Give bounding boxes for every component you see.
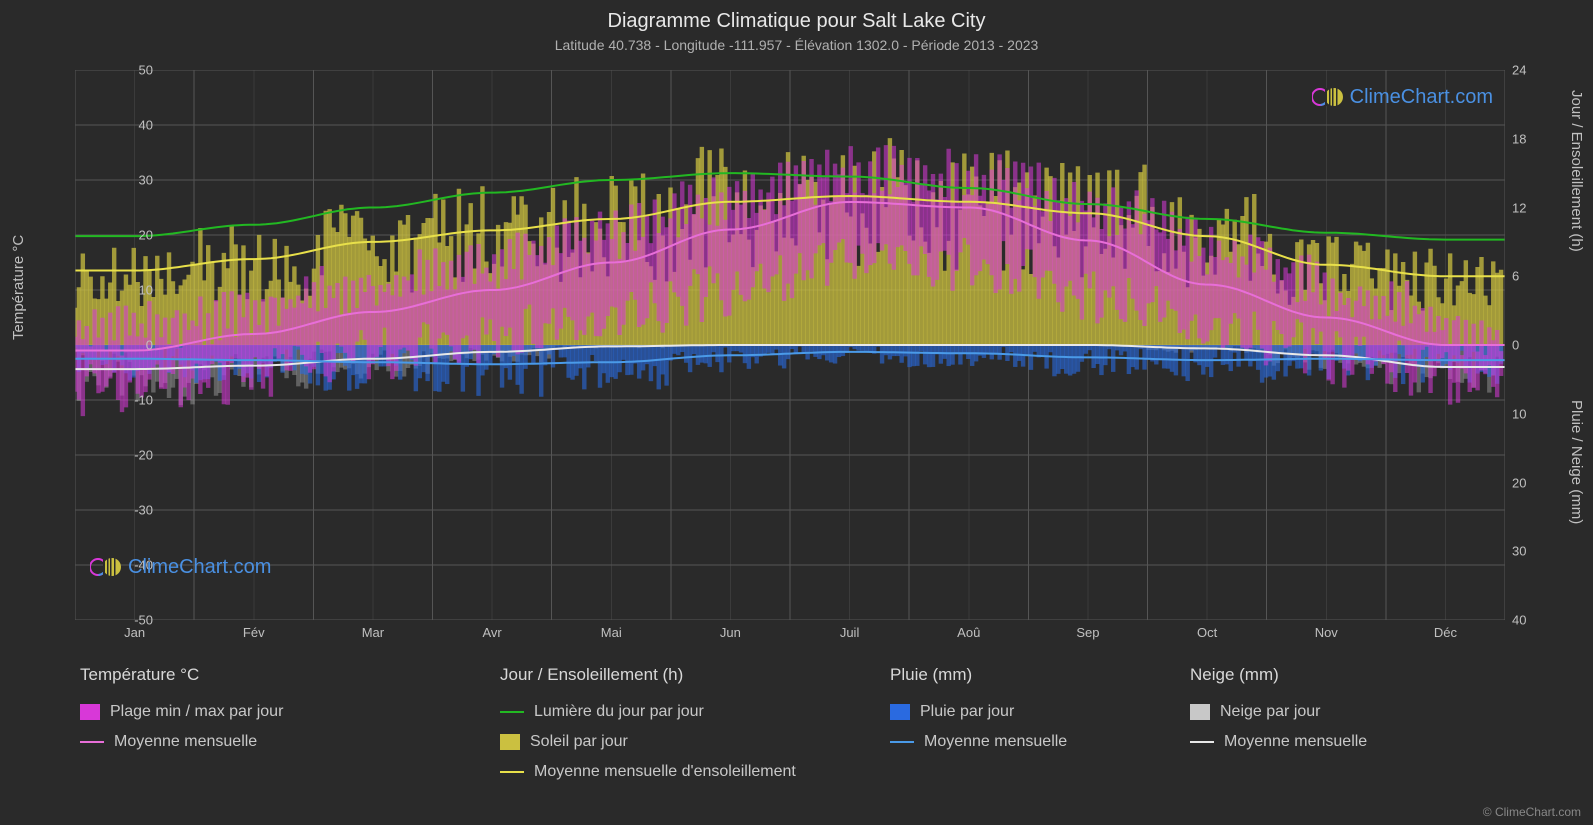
ytick-right-precip: 20 bbox=[1512, 475, 1526, 490]
ytick-right-hours: 12 bbox=[1512, 200, 1526, 215]
xtick-month: Mar bbox=[362, 625, 384, 640]
legend-col-rain: Pluie (mm) Pluie par jour Moyenne mensue… bbox=[890, 665, 1190, 781]
legend-temp-range-label: Plage min / max par jour bbox=[110, 703, 283, 721]
ytick-left: 10 bbox=[139, 283, 153, 298]
xtick-month: Jun bbox=[720, 625, 741, 640]
legend-daylight-label: Lumière du jour par jour bbox=[534, 703, 704, 721]
legend-sun-mean: Moyenne mensuelle d'ensoleillement bbox=[500, 763, 890, 781]
legend-rain-fill: Pluie par jour bbox=[890, 703, 1190, 721]
swatch-sun-mean bbox=[500, 771, 524, 773]
swatch-temp-range bbox=[80, 704, 100, 720]
xtick-month: Mai bbox=[601, 625, 622, 640]
legend: Température °C Plage min / max par jour … bbox=[80, 665, 1520, 781]
xtick-month: Fév bbox=[243, 625, 265, 640]
legend-rain-label: Pluie par jour bbox=[920, 703, 1014, 721]
legend-snow-header: Neige (mm) bbox=[1190, 665, 1490, 685]
ytick-right-hours: 18 bbox=[1512, 131, 1526, 146]
legend-temp-mean-label: Moyenne mensuelle bbox=[114, 733, 257, 751]
legend-sun-mean-label: Moyenne mensuelle d'ensoleillement bbox=[534, 763, 796, 781]
ytick-right-precip: 40 bbox=[1512, 613, 1526, 628]
legend-temp-header: Température °C bbox=[80, 665, 500, 685]
legend-daylight-header: Jour / Ensoleillement (h) bbox=[500, 665, 890, 685]
copyright: © ClimeChart.com bbox=[1483, 805, 1581, 819]
y-axis-right-top-label: Jour / Ensoleillement (h) bbox=[1568, 90, 1585, 252]
chart-title: Diagramme Climatique pour Salt Lake City bbox=[0, 0, 1593, 33]
legend-col-temp: Température °C Plage min / max par jour … bbox=[80, 665, 500, 781]
ytick-right-hours: 24 bbox=[1512, 63, 1526, 78]
legend-sun-fill: Soleil par jour bbox=[500, 733, 890, 751]
y-axis-right-bottom-label: Pluie / Neige (mm) bbox=[1568, 400, 1585, 524]
legend-temp-mean: Moyenne mensuelle bbox=[80, 733, 500, 751]
xtick-month: Juil bbox=[840, 625, 860, 640]
swatch-snow-mean bbox=[1190, 741, 1214, 743]
brand-watermark-bottom: ClimeChart.com bbox=[90, 555, 271, 579]
legend-rain-mean-label: Moyenne mensuelle bbox=[924, 733, 1067, 751]
ytick-left: -10 bbox=[134, 393, 153, 408]
legend-snow-fill: Neige par jour bbox=[1190, 703, 1490, 721]
legend-sun-label: Soleil par jour bbox=[530, 733, 628, 751]
ytick-left: -20 bbox=[134, 448, 153, 463]
ytick-right-hours: 6 bbox=[1512, 269, 1519, 284]
xtick-month: Avr bbox=[482, 625, 501, 640]
swatch-daylight bbox=[500, 711, 524, 713]
ytick-left: 50 bbox=[139, 63, 153, 78]
ytick-left: -30 bbox=[134, 503, 153, 518]
legend-rain-mean: Moyenne mensuelle bbox=[890, 733, 1190, 751]
ytick-left: 0 bbox=[146, 338, 153, 353]
y-axis-left-label: Température °C bbox=[10, 235, 27, 340]
legend-snow-label: Neige par jour bbox=[1220, 703, 1321, 721]
ytick-left: 40 bbox=[139, 118, 153, 133]
swatch-snow bbox=[1190, 704, 1210, 720]
xtick-month: Jan bbox=[124, 625, 145, 640]
brand-text: ClimeChart.com bbox=[1350, 86, 1493, 109]
logo-icon bbox=[90, 555, 122, 579]
ytick-right-precip: 30 bbox=[1512, 544, 1526, 559]
legend-snow-mean: Moyenne mensuelle bbox=[1190, 733, 1490, 751]
xtick-month: Sep bbox=[1076, 625, 1099, 640]
xtick-month: Aoû bbox=[957, 625, 980, 640]
legend-rain-header: Pluie (mm) bbox=[890, 665, 1190, 685]
legend-col-daylight: Jour / Ensoleillement (h) Lumière du jou… bbox=[500, 665, 890, 781]
legend-snow-mean-label: Moyenne mensuelle bbox=[1224, 733, 1367, 751]
chart-svg bbox=[75, 70, 1505, 620]
legend-col-snow: Neige (mm) Neige par jour Moyenne mensue… bbox=[1190, 665, 1490, 781]
ytick-right-hours: 0 bbox=[1512, 338, 1519, 353]
ytick-left: 20 bbox=[139, 228, 153, 243]
logo-icon bbox=[1312, 85, 1344, 109]
chart-plot-area bbox=[75, 70, 1505, 620]
ytick-right-precip: 10 bbox=[1512, 406, 1526, 421]
brand-watermark-top: ClimeChart.com bbox=[1312, 85, 1493, 109]
brand-text: ClimeChart.com bbox=[128, 556, 271, 579]
swatch-temp-mean bbox=[80, 741, 104, 743]
ytick-left: 30 bbox=[139, 173, 153, 188]
swatch-sun bbox=[500, 734, 520, 750]
legend-temp-range: Plage min / max par jour bbox=[80, 703, 500, 721]
xtick-month: Oct bbox=[1197, 625, 1217, 640]
xtick-month: Nov bbox=[1315, 625, 1338, 640]
swatch-rain bbox=[890, 704, 910, 720]
chart-subtitle: Latitude 40.738 - Longitude -111.957 - É… bbox=[0, 37, 1593, 53]
legend-daylight-line: Lumière du jour par jour bbox=[500, 703, 890, 721]
swatch-rain-mean bbox=[890, 741, 914, 743]
xtick-month: Déc bbox=[1434, 625, 1457, 640]
